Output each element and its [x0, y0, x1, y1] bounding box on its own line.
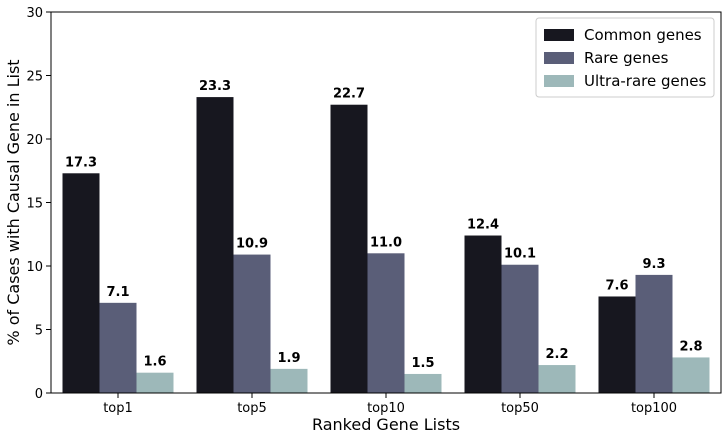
bar [538, 365, 576, 393]
legend: Common genes Rare genes Ultra-rare genes [535, 17, 715, 98]
y-tick-label: 20 [26, 133, 43, 148]
data-label: 7.6 [605, 278, 628, 293]
bar [270, 368, 308, 393]
bar [672, 357, 710, 393]
legend-entry: Common genes [584, 26, 702, 44]
x-axis: top1 top5 top10 top50 top100 [103, 393, 677, 416]
data-label: 2.2 [545, 347, 568, 362]
data-label: 22.7 [333, 87, 365, 102]
bar [635, 274, 673, 393]
bar [99, 302, 137, 393]
x-tick-label: top50 [501, 401, 539, 416]
x-tick-label: top5 [237, 401, 267, 416]
data-label: 1.5 [411, 356, 434, 371]
y-tick-label: 15 [26, 197, 43, 212]
bar [464, 235, 502, 393]
data-label: 2.8 [679, 339, 702, 354]
data-label: 10.9 [236, 237, 268, 252]
y-axis: 0 5 10 15 20 25 30 [26, 6, 51, 402]
bar [367, 253, 405, 393]
data-label: 1.9 [277, 351, 300, 366]
bars-layer [62, 97, 710, 394]
data-label: 1.6 [143, 355, 166, 370]
data-labels-layer: 17.3 7.1 1.6 23.3 10.9 1.9 22.7 11.0 1.5 12.4 10.1… [65, 79, 703, 371]
data-label: 10.1 [504, 247, 536, 262]
bar [233, 254, 271, 393]
x-tick-label: top100 [631, 401, 677, 416]
legend-swatch [544, 52, 574, 64]
bar [330, 104, 368, 394]
y-tick-label: 30 [26, 6, 43, 21]
data-label: 9.3 [642, 257, 665, 272]
y-tick-label: 10 [26, 260, 43, 275]
legend-entry: Rare genes [584, 49, 669, 67]
legend-swatch [544, 29, 574, 41]
bar [404, 373, 442, 393]
data-label: 23.3 [199, 79, 231, 94]
x-tick-label: top1 [103, 401, 133, 416]
data-label: 11.0 [370, 235, 402, 250]
x-tick-label: top10 [367, 401, 405, 416]
y-tick-label: 5 [35, 324, 43, 339]
data-label: 17.3 [65, 155, 97, 170]
y-tick-label: 0 [35, 387, 43, 402]
legend-swatch [544, 75, 574, 87]
bar [598, 296, 636, 393]
bar [196, 97, 234, 393]
y-tick-label: 25 [26, 70, 43, 85]
x-axis-label: Ranked Gene Lists [312, 415, 460, 434]
bar [501, 264, 539, 393]
legend-entry: Ultra-rare genes [584, 72, 706, 90]
bar [62, 173, 100, 393]
data-label: 7.1 [106, 285, 129, 300]
legend-box [535, 17, 715, 98]
data-label: 12.4 [467, 218, 499, 233]
bar [136, 372, 174, 393]
y-axis-label: % of Cases with Causal Gene in List [4, 59, 23, 345]
